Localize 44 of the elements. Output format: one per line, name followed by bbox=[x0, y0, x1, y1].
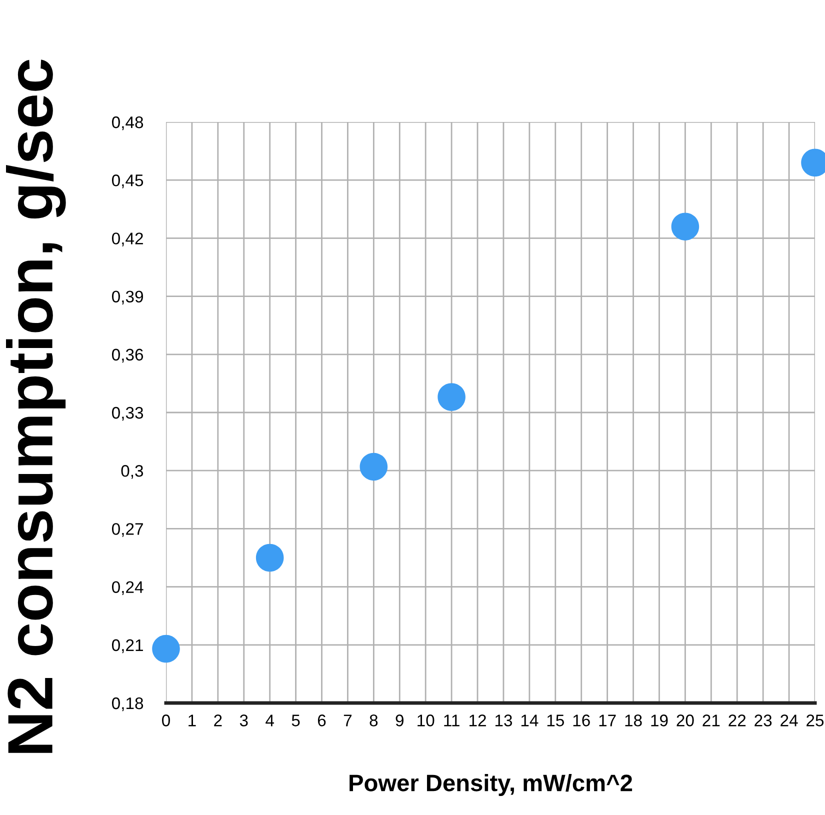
y-tick-label: 0,21 bbox=[112, 639, 143, 654]
x-tick-label: 12 bbox=[470, 714, 486, 726]
y-tick-label: 0,48 bbox=[112, 116, 144, 130]
x-tick-label: 3 bbox=[240, 714, 248, 726]
y-tick-label: 0,39 bbox=[112, 290, 143, 304]
x-tick-label: 19 bbox=[651, 714, 668, 726]
x-tick-label: 6 bbox=[318, 714, 326, 726]
x-tick-label: 16 bbox=[573, 714, 590, 726]
x-tick-label: 17 bbox=[599, 714, 616, 726]
x-tick-label: 23 bbox=[754, 714, 772, 726]
x-tick-label: 0 bbox=[162, 714, 170, 726]
point bbox=[256, 544, 284, 572]
x-tick-label: 5 bbox=[292, 714, 300, 726]
point bbox=[438, 383, 466, 411]
x-tick-label: 11 bbox=[444, 714, 460, 726]
point bbox=[360, 452, 388, 481]
y-tick-label: 0,27 bbox=[112, 523, 143, 537]
y-tick-label: 0,18 bbox=[112, 697, 144, 712]
x-tick-label: 2 bbox=[214, 714, 222, 726]
y-tick-label: 0,33 bbox=[112, 406, 144, 421]
point bbox=[152, 634, 180, 663]
x-tick-label: 1 bbox=[188, 714, 196, 726]
x-axis-title: Power Density, mW/cm^2 bbox=[350, 774, 632, 796]
x-tick-label: 24 bbox=[780, 714, 798, 726]
y-tick-label: 0,3 bbox=[121, 465, 144, 479]
y-tick-label: 0,45 bbox=[112, 174, 144, 188]
y-tick-label: 0,24 bbox=[112, 581, 144, 595]
x-tick-label: 10 bbox=[418, 714, 434, 726]
y-tick-label: 0,36 bbox=[112, 348, 144, 363]
x-tick-label: 18 bbox=[625, 714, 642, 726]
x-tick-label: 20 bbox=[676, 714, 694, 726]
x-tick-label: 8 bbox=[370, 714, 378, 726]
x-tick-label: 4 bbox=[266, 714, 274, 726]
y-axis-title: N2 consumption, g/sec bbox=[6, 60, 66, 753]
x-tick-label: 21 bbox=[702, 714, 720, 726]
x-tick-label: 15 bbox=[547, 714, 564, 726]
point bbox=[671, 212, 700, 240]
y-tick-label: 0,42 bbox=[112, 232, 143, 246]
x-tick-label: 14 bbox=[521, 714, 538, 726]
x-tick-label: 7 bbox=[344, 714, 352, 726]
x-tick-label: 9 bbox=[396, 714, 404, 726]
x-tick-label: 25 bbox=[806, 714, 824, 726]
x-tick-label: 13 bbox=[495, 714, 512, 726]
x-tick-label: 22 bbox=[728, 714, 746, 726]
